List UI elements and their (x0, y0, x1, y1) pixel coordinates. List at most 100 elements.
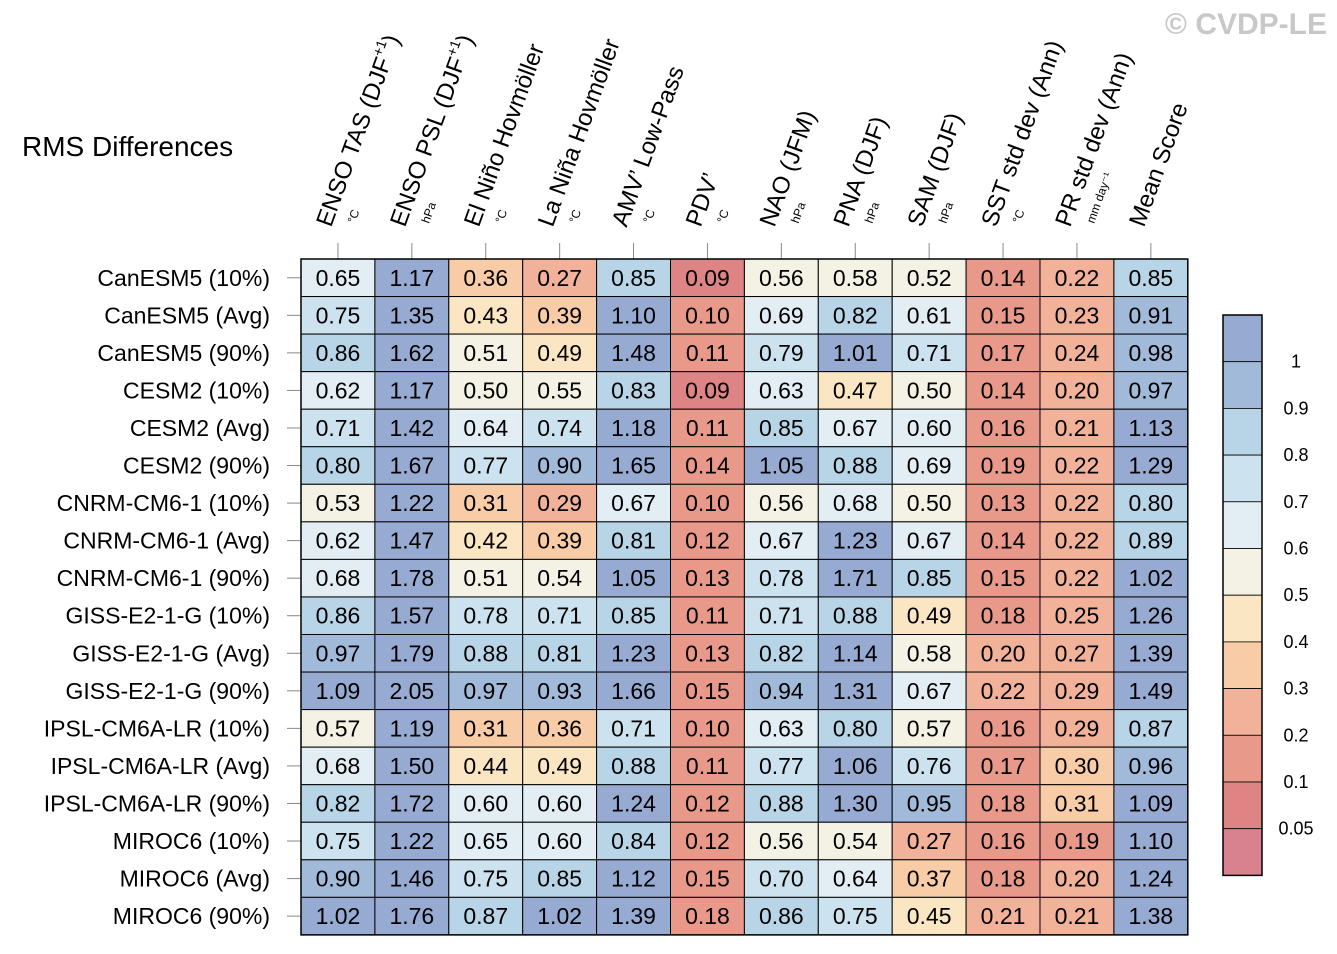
cell-value-label: 1.24 (1128, 866, 1173, 892)
heatmap-cell (743, 446, 819, 485)
cell-value-label: 1.17 (389, 265, 434, 291)
cell-value-label: 1.76 (389, 903, 434, 929)
cell-value-label: 0.16 (981, 715, 1026, 741)
colorbar-level-label: 0.6 (1283, 539, 1308, 559)
heatmap-cell (891, 521, 967, 560)
cell-value-label: 0.51 (463, 340, 508, 366)
cell-value-label: 0.30 (1055, 753, 1100, 779)
cell-value-label: 0.81 (537, 640, 582, 666)
row-labels: CanESM5 (10%) CanESM5 (Avg) CanESM5 (90%) C… (44, 265, 270, 929)
heatmap-cell (817, 746, 893, 786)
heatmap-cell (522, 671, 598, 711)
colorbar-swatch (1222, 688, 1263, 736)
heatmap-cell (670, 821, 745, 861)
cell-value-label: 0.78 (759, 565, 804, 591)
heatmap-cell (743, 821, 819, 861)
cell-value-label: 1.78 (389, 565, 434, 591)
cell-value-label: 0.71 (316, 415, 361, 441)
colorbar-level-label: 0.2 (1283, 725, 1308, 745)
cell-value-label: 0.67 (907, 678, 952, 704)
heatmap-cell (965, 896, 1041, 936)
cell-value-label: 0.71 (759, 603, 804, 629)
cell-value-label: 1.23 (611, 640, 656, 666)
cell-value-label: 1.72 (389, 790, 434, 816)
cell-value-label: 0.21 (1055, 903, 1100, 929)
cell-value-label: 0.56 (759, 490, 804, 516)
cell-value-label: 0.22 (1055, 490, 1100, 516)
cell-value-label: 0.21 (1055, 415, 1100, 441)
cell-value-label: 1.05 (611, 565, 656, 591)
cell-value-label: 0.89 (1128, 528, 1173, 554)
heatmap-cell (965, 446, 1041, 485)
cell-value-label: 1.47 (389, 528, 434, 554)
colorbar-level-label: 0.05 (1278, 819, 1313, 839)
column-unit-label: °C (1010, 207, 1028, 225)
heatmap-cell (670, 446, 745, 485)
heatmap-cell (965, 709, 1041, 748)
row-label: IPSL-CM6A-LR (10%) (44, 715, 270, 741)
cell-value-label: 1.14 (833, 640, 878, 666)
cell-value-label: 0.49 (907, 603, 952, 629)
cell-value-label: 0.14 (981, 377, 1026, 403)
heatmap-cell (374, 709, 450, 748)
row-label: CESM2 (Avg) (130, 415, 270, 441)
heatmap-cell (1039, 821, 1115, 861)
cell-value-label: 0.75 (316, 302, 361, 328)
heatmap-cell (743, 596, 819, 636)
cell-value-label: 0.88 (833, 603, 878, 629)
cell-value-label: 0.65 (316, 265, 361, 291)
cell-value-label: 0.27 (907, 828, 952, 854)
cell-value-label: 0.27 (1055, 640, 1100, 666)
cell-value-label: 0.82 (833, 302, 878, 328)
heatmap-cell (1113, 634, 1189, 673)
heatmap-cell (374, 558, 450, 598)
cell-value-label: 0.18 (981, 866, 1026, 892)
heatmap-cell (522, 821, 598, 861)
heatmap-cell (522, 746, 598, 786)
cell-value-label: 0.12 (685, 528, 730, 554)
row-label: IPSL-CM6A-LR (Avg) (51, 753, 270, 779)
heatmap-cell (522, 333, 598, 373)
cell-value-label: 0.36 (463, 265, 508, 291)
colorbar-border (1222, 314, 1263, 877)
heatmap-cell (817, 634, 893, 673)
cell-value-label: 0.87 (1128, 715, 1173, 741)
heatmap-cell (522, 634, 598, 673)
cell-value-label: 0.47 (833, 377, 878, 403)
heatmap-cell (1039, 671, 1115, 711)
cell-value-label: 0.52 (907, 265, 952, 291)
row-label: CNRM-CM6-1 (90%) (57, 565, 270, 591)
cell-value-label: 0.86 (759, 903, 804, 929)
cell-value-label: 0.85 (537, 866, 582, 892)
cell-value-label: 0.75 (833, 903, 878, 929)
colorbar-swatch (1222, 641, 1263, 690)
cell-value-label: 0.71 (907, 340, 952, 366)
cell-value-label: 0.76 (907, 753, 952, 779)
heatmap-cell (374, 258, 450, 298)
cell-value-label: 0.49 (537, 340, 582, 366)
column-label: AMV’ Low-Pass (607, 62, 690, 230)
cell-value-label: 0.86 (316, 340, 361, 366)
cell-value-label: 1.42 (389, 415, 434, 441)
heatmap-cell (817, 446, 893, 485)
cell-value-label: 0.13 (685, 565, 730, 591)
cell-value-label: 1.18 (611, 415, 656, 441)
heatmap-cell (1039, 896, 1115, 936)
cell-value-label: 0.18 (981, 603, 1026, 629)
heatmap-cell (522, 483, 598, 523)
column-unit-label: hPa (419, 200, 440, 225)
cell-value-label: 1.35 (389, 302, 434, 328)
cell-value-label: 0.83 (611, 377, 656, 403)
heatmap-cell (300, 784, 376, 823)
cell-value-label: 0.62 (316, 377, 361, 403)
heatmap-cell (522, 784, 598, 823)
heatmap-cell (300, 296, 376, 335)
cell-value-label: 0.95 (907, 790, 952, 816)
colorbar-level-label: 0.7 (1283, 492, 1308, 512)
cell-value-label: 0.96 (1128, 753, 1173, 779)
cell-value-label: 0.31 (1055, 790, 1100, 816)
heatmap-cell (965, 333, 1041, 373)
heatmap-cell (300, 859, 376, 898)
cell-value-label: 0.62 (316, 528, 361, 554)
row-label: GISS-E2-1-G (10%) (66, 603, 271, 629)
